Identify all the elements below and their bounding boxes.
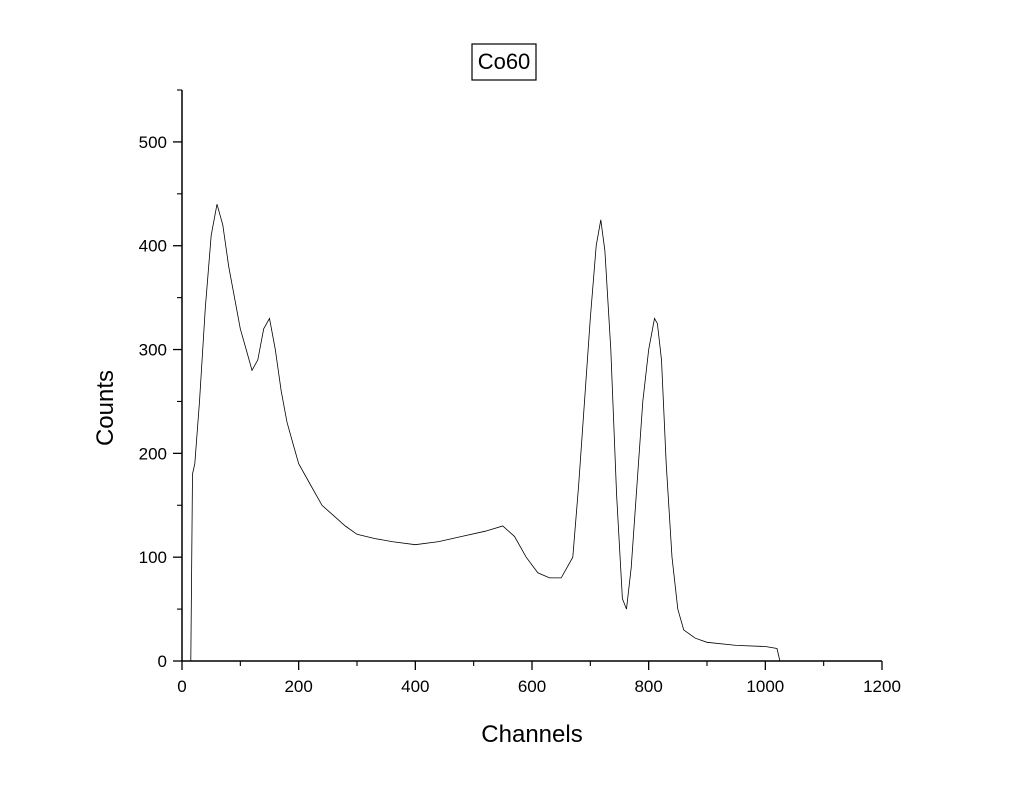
y-axis-label: Counts (92, 370, 119, 446)
chart-title: Co60 (478, 49, 531, 74)
y-tick-label: 300 (139, 341, 167, 360)
title-frame (471, 43, 537, 81)
y-tick-label: 500 (139, 133, 167, 152)
y-tick-label: 0 (158, 652, 167, 671)
x-axis-label: Channels (481, 721, 582, 748)
x-tick-label: 1000 (746, 677, 784, 696)
x-tick-label: 200 (284, 677, 312, 696)
x-tick-label: 400 (401, 677, 429, 696)
chart-title-box: Co60 (471, 43, 537, 81)
y-tick-label: 400 (139, 237, 167, 256)
tick-labels: 0 200 400 600 800 1000 1200 0 100 200 300 400 500 (139, 133, 901, 696)
y-tick-label: 100 (139, 548, 167, 567)
axis-ticks (173, 89, 883, 670)
x-tick-label: 800 (634, 677, 662, 696)
series-line (182, 204, 781, 662)
x-tick-label: 600 (518, 677, 546, 696)
x-tick-label: 1200 (863, 677, 901, 696)
x-tick-label: 0 (177, 677, 186, 696)
y-tick-label: 200 (139, 444, 167, 463)
